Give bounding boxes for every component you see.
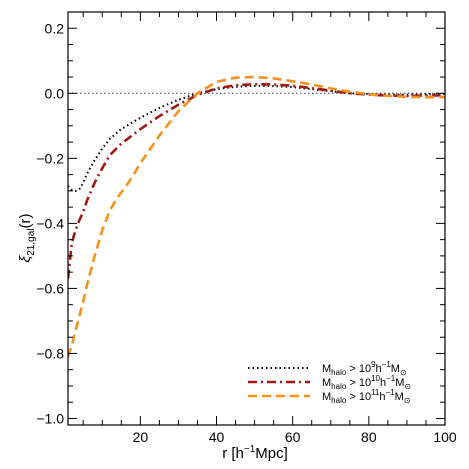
y-tick-label: −0.6 — [36, 280, 64, 296]
y-tick-label: 0.0 — [45, 85, 65, 101]
y-tick-label: −0.8 — [36, 345, 64, 361]
legend-label-2: Mhalo > 1010h−1M⊙ — [322, 374, 411, 391]
legend: Mhalo > 109h−1M⊙ Mhalo > 1010h−1M⊙ Mhalo… — [248, 360, 411, 405]
legend-label-1: Mhalo > 109h−1M⊙ — [322, 360, 407, 377]
legend-label-3: Mhalo > 1011h−1M⊙ — [322, 388, 411, 405]
x-tick-label: 60 — [285, 429, 301, 445]
x-tick-label: 100 — [433, 429, 457, 445]
y-axis-title: ξ21,gal(r) — [17, 214, 37, 263]
plot-frame — [67, 11, 446, 426]
axes: 20 40 60 80 100 0.2 0.0 −0.2 −0.4 −0.6 −0.8 −1.0 — [36, 11, 457, 445]
x-axis-title: r [h−1Mpc] — [222, 444, 288, 462]
series-line-1 — [68, 84, 445, 192]
y-tick-label: −1.0 — [36, 410, 64, 426]
y-tick-label: −0.2 — [36, 150, 64, 166]
y-tick-label: −0.4 — [36, 215, 64, 231]
y-tick-label: 0.2 — [45, 20, 65, 36]
series-line-2 — [68, 82, 445, 279]
x-tick-label: 80 — [361, 429, 377, 445]
series-line-3 — [68, 75, 445, 358]
x-tick-label: 40 — [209, 429, 225, 445]
plot-area — [68, 75, 445, 358]
x-tick-label: 20 — [133, 429, 149, 445]
